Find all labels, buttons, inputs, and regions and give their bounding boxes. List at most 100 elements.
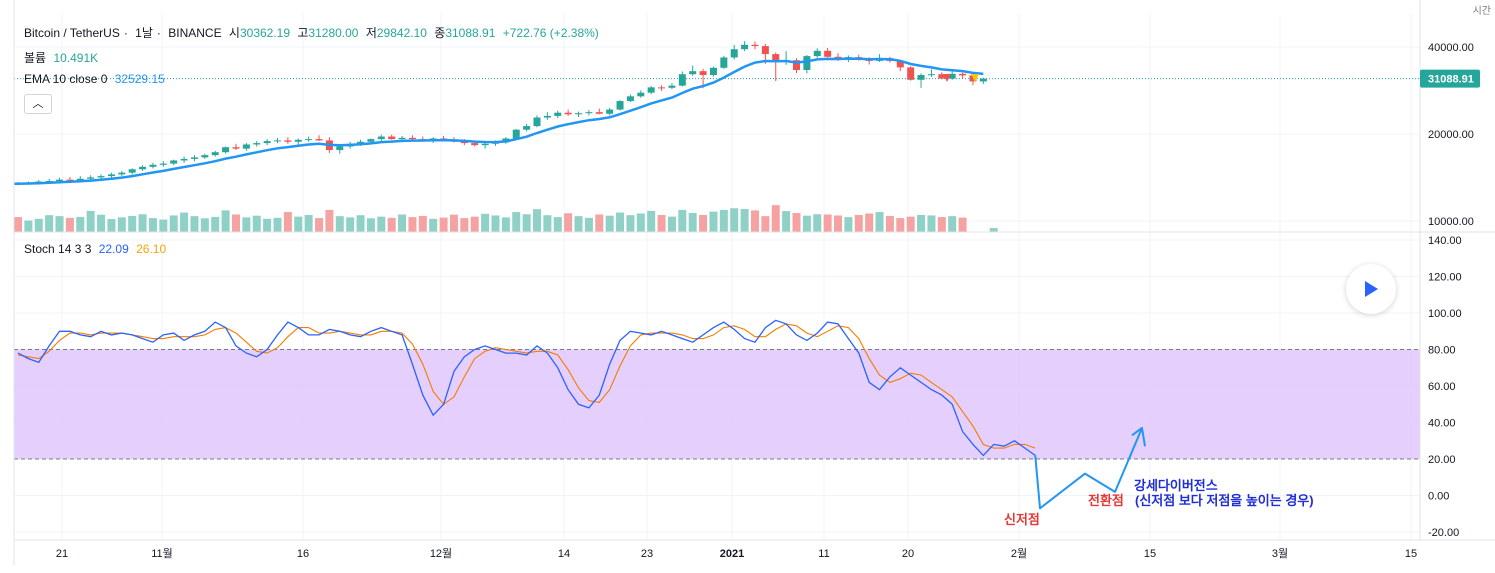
- stoch-k-line: [17, 319, 1036, 457]
- interval[interactable]: 1날: [135, 26, 153, 40]
- volume-bar: [159, 219, 168, 232]
- candle-body: [481, 143, 489, 146]
- open-value: 30362.19: [239, 26, 291, 40]
- volume-bar: [885, 215, 894, 232]
- stoch-k-value: 22.09: [98, 242, 129, 256]
- candle-body: [274, 140, 281, 142]
- replay-play-button[interactable]: [1346, 264, 1396, 314]
- volume-bar: [699, 214, 708, 232]
- time-tick-label: 14: [558, 548, 570, 560]
- volume-bar: [989, 228, 998, 232]
- candle-body: [741, 44, 749, 50]
- volume-bar: [449, 214, 458, 232]
- candle-body: [543, 115, 551, 118]
- volume-bar: [501, 217, 510, 232]
- volume-bar: [470, 216, 479, 232]
- last-price-tag-text: 31088.91: [1428, 74, 1474, 86]
- candle-body: [813, 50, 821, 57]
- candle-body: [408, 137, 416, 140]
- ema-line: [14, 57, 984, 186]
- stoch-tick-label: -20.00: [1428, 527, 1459, 539]
- volume-bar: [512, 212, 521, 232]
- volume-bar: [315, 218, 324, 232]
- high-label: 고: [297, 26, 309, 40]
- candle-body: [305, 139, 313, 141]
- candle-body: [803, 56, 811, 71]
- ema-legend[interactable]: EMA 10 close 0 32529.15: [24, 72, 169, 86]
- candle-body: [689, 71, 697, 75]
- candle-body: [294, 139, 302, 142]
- symbol-legend: Bitcoin / TetherUS · 1날 · BINANCE 시30362.1…: [24, 26, 599, 40]
- annotation-divergence-desc: (신저점 보다 저점을 높이는 경우): [1135, 493, 1314, 508]
- candle-body: [533, 117, 541, 127]
- candle-body: [730, 49, 738, 58]
- time-tick-label: 3월: [1272, 547, 1288, 560]
- volume-bar: [667, 216, 676, 232]
- candle-body: [170, 160, 178, 164]
- candle-body: [56, 179, 64, 182]
- candle-body: [263, 141, 271, 144]
- symbol-name[interactable]: Bitcoin / TetherUS: [24, 26, 120, 40]
- volume-bar: [761, 216, 770, 232]
- x-axis-ticks: 21 11월 16 12월 14 23 2021 11 20 2월 15 3월 15: [56, 547, 1417, 560]
- volume-bar: [802, 215, 811, 232]
- volume-bar: [917, 214, 926, 232]
- volume-bar: [719, 209, 728, 232]
- close-label: 종: [434, 26, 446, 40]
- volume-bar: [117, 217, 126, 232]
- candle-body: [678, 74, 686, 86]
- candle-body: [575, 113, 583, 115]
- volume-value: 10.491K: [53, 51, 99, 65]
- candle-body: [658, 87, 666, 89]
- candle-body: [616, 101, 624, 110]
- stoch-d-value: 26.10: [136, 242, 167, 256]
- open-label: 시: [228, 26, 240, 40]
- candle-body: [772, 54, 780, 62]
- signal-markers: [943, 74, 979, 82]
- volume-bar: [366, 218, 375, 232]
- volume-bar: [709, 211, 718, 232]
- candle-body: [637, 92, 645, 97]
- candle-body: [917, 75, 925, 80]
- candle-body: [190, 157, 198, 159]
- stoch-tick-label: 60.00: [1428, 381, 1456, 393]
- candle-body: [938, 74, 946, 79]
- candle-body: [824, 50, 832, 57]
- volume-bar: [875, 212, 884, 232]
- candle-body: [896, 60, 904, 68]
- volume-bar: [45, 215, 54, 232]
- candle-body: [626, 96, 634, 102]
- volume-bar: [616, 212, 625, 232]
- volume-bar: [418, 215, 427, 232]
- signal-marker: [971, 74, 979, 82]
- volume-bar: [97, 214, 106, 232]
- candle-body: [699, 71, 707, 76]
- collapse-legend-button[interactable]: ︿: [24, 94, 52, 114]
- candle-body: [398, 137, 406, 140]
- close-value: 31088.91: [445, 26, 496, 40]
- candle-body: [388, 136, 396, 140]
- candle-body: [751, 44, 759, 47]
- candle-body: [139, 166, 147, 170]
- volume-bar: [211, 216, 220, 232]
- candle-body: [512, 129, 520, 139]
- volume-bar: [24, 220, 33, 232]
- volume-bar: [730, 208, 739, 232]
- time-tick-label: 11월: [151, 547, 173, 560]
- candle-body: [471, 143, 479, 146]
- candle-body: [523, 126, 531, 130]
- volume-bar: [356, 215, 365, 232]
- volume-bar: [252, 215, 261, 232]
- candle-body: [367, 139, 375, 142]
- volume-legend[interactable]: 볼륨 10.491K: [24, 49, 102, 66]
- volume-bar: [750, 210, 759, 232]
- time-tick-label: 21: [56, 548, 68, 560]
- candle-body: [107, 174, 115, 177]
- stoch-legend[interactable]: Stoch 14 3 3 22.09 26.10: [24, 242, 170, 256]
- volume-bar: [273, 217, 282, 232]
- volume-bar: [190, 216, 199, 232]
- exchange: BINANCE: [168, 26, 222, 40]
- candle-body: [76, 178, 84, 181]
- volume-bar: [169, 215, 178, 232]
